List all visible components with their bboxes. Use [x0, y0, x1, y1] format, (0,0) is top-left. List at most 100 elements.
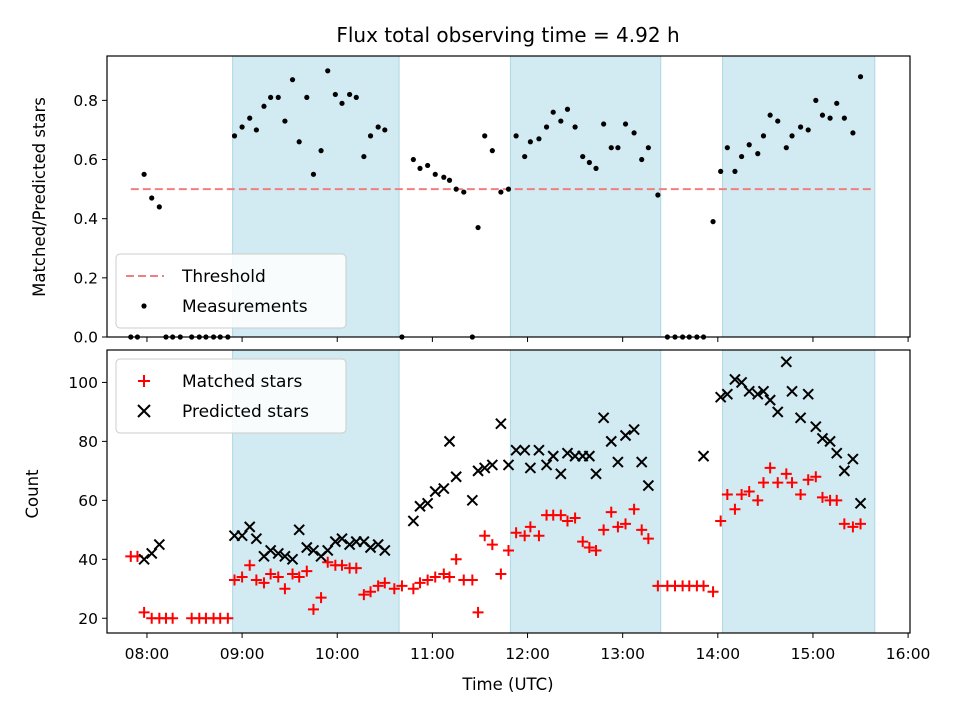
x-tick-label: 14:00: [695, 645, 740, 663]
data-point: [855, 518, 867, 530]
x-axis-label: Time (UTC): [461, 675, 553, 694]
data-point: [738, 153, 745, 160]
data-point: [453, 186, 459, 192]
data-point: [597, 412, 610, 424]
data-point: [522, 153, 528, 160]
chart-title: Flux total observing time = 4.92 h: [336, 23, 679, 47]
data-point: [438, 482, 450, 495]
data-point: [236, 571, 248, 583]
data-point: [816, 432, 829, 445]
data-point: [583, 542, 595, 554]
series-measurements: [128, 68, 864, 340]
data-point: [432, 171, 438, 177]
data-point: [222, 612, 234, 624]
data-point: [486, 539, 498, 551]
data-point: [628, 423, 640, 436]
data-point: [558, 118, 564, 124]
data-point: [518, 444, 531, 456]
data-point: [732, 168, 738, 174]
data-point: [307, 544, 320, 557]
data-point: [239, 124, 245, 130]
data-point: [372, 580, 384, 592]
data-point: [764, 462, 776, 474]
data-point: [466, 574, 478, 586]
data-point: [783, 145, 789, 151]
data-point: [325, 68, 331, 74]
data-point: [838, 465, 851, 477]
data-point: [407, 515, 420, 527]
data-point: [605, 435, 617, 448]
data-point: [421, 497, 434, 509]
data-point: [472, 606, 484, 618]
data-point: [375, 124, 381, 130]
data-point: [347, 91, 353, 98]
data-point: [850, 130, 856, 136]
data-point: [827, 115, 833, 121]
legend-x-swatch: [137, 404, 151, 418]
axes-frame: [106, 349, 911, 634]
data-point: [655, 192, 661, 198]
legend: Threshold Measurements: [115, 253, 347, 329]
data-point: [729, 373, 741, 386]
data-point: [268, 94, 274, 101]
data-point: [831, 447, 843, 459]
data-point: [264, 544, 277, 557]
data-point: [379, 544, 391, 557]
data-point: [503, 544, 514, 556]
data-point: [502, 459, 515, 471]
data-point: [519, 530, 531, 542]
data-point: [289, 77, 296, 83]
data-point: [746, 142, 752, 148]
data-point: [555, 509, 567, 521]
data-point: [736, 488, 748, 500]
legend-plus-swatch: [138, 375, 150, 387]
data-point: [775, 118, 781, 124]
data-point: [482, 133, 488, 139]
data-point: [547, 450, 559, 462]
data-point: [153, 538, 166, 551]
data-point: [841, 115, 847, 121]
data-point: [834, 100, 840, 106]
axes-frame: [106, 55, 911, 338]
ratio-panel: 0.0 0.2 0.4 0.6 0.8 Threshold Measurements: [73, 55, 911, 347]
y-tick-label: 0.6: [73, 151, 98, 169]
data-point: [601, 121, 607, 127]
data-point: [365, 586, 377, 598]
y-tick-label: 0.4: [73, 210, 98, 228]
data-point: [824, 435, 836, 448]
y-tick-label: 0.0: [73, 329, 98, 347]
data-point: [329, 535, 342, 548]
data-point: [336, 559, 348, 571]
data-point: [620, 518, 632, 530]
data-point: [279, 550, 291, 563]
data-point: [813, 97, 819, 103]
data-point: [583, 450, 596, 462]
y-tick-label: 80: [78, 433, 98, 451]
data-point: [605, 506, 617, 518]
data-point: [752, 388, 764, 400]
data-point: [293, 571, 305, 583]
data-point: [429, 485, 441, 498]
shaded-span-2: [509, 349, 662, 634]
data-point: [156, 204, 162, 210]
data-point: [350, 562, 362, 574]
data-point: [367, 133, 374, 139]
data-point: [301, 541, 313, 554]
data-point: [429, 571, 441, 583]
data-point: [543, 124, 550, 130]
shaded-span-3: [722, 55, 876, 338]
data-point: [619, 429, 632, 442]
legend-label: Matched stars: [182, 372, 302, 392]
data-point: [715, 515, 727, 527]
data-point: [410, 156, 416, 163]
data-point: [854, 497, 867, 509]
data-point: [498, 189, 504, 195]
shaded-span-2: [509, 55, 662, 338]
data-point: [772, 406, 784, 418]
data-point: [479, 530, 491, 542]
data-point: [293, 524, 305, 536]
data-point: [794, 412, 807, 424]
data-point: [438, 568, 450, 580]
legend: Matched stars Predicted stars: [115, 358, 347, 434]
